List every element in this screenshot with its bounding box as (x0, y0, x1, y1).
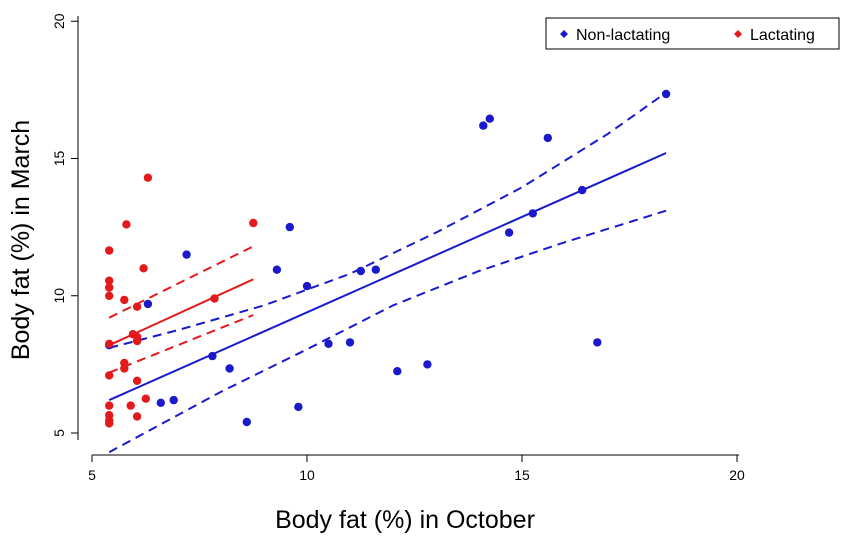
data-point-non-lactating (356, 266, 365, 276)
data-point-lactating (120, 295, 129, 305)
ci-lower-line-lactating (108, 314, 254, 374)
y-axis-title: Body fat (%) in March (7, 120, 35, 360)
legend-marker-non-lactating (560, 30, 568, 38)
ci-upper-line-lactating (108, 245, 254, 319)
data-point-lactating (143, 173, 153, 182)
legend: Non-lactating Lactating (545, 17, 840, 50)
data-point-non-lactating (302, 281, 312, 291)
data-point-lactating (126, 401, 135, 410)
data-point-lactating (105, 401, 114, 410)
data-point-non-lactating (294, 402, 303, 412)
data-point-lactating (105, 283, 114, 292)
fit-line-non-lactating (108, 152, 667, 402)
data-point-non-lactating (272, 265, 282, 274)
series-lactating (105, 173, 258, 428)
data-point-lactating (105, 419, 114, 428)
ticks: 5 10 15 20 5 10 15 20 (51, 13, 745, 483)
data-point-lactating (105, 371, 114, 380)
x-tick-label-20: 20 (729, 467, 745, 483)
legend-box (545, 17, 840, 50)
data-point-non-lactating (504, 228, 514, 237)
data-point-lactating (105, 276, 114, 285)
data-point-non-lactating (479, 121, 488, 130)
data-point-lactating (105, 246, 114, 255)
axes (77, 16, 739, 456)
y-tick-label-5: 5 (51, 429, 67, 437)
data-point-lactating (122, 220, 131, 229)
data-point-lactating (132, 302, 142, 311)
data-point-lactating (132, 336, 142, 346)
data-point-non-lactating (661, 89, 671, 99)
data-point-non-lactating (485, 114, 494, 123)
data-point-non-lactating (208, 351, 217, 361)
data-point-non-lactating (423, 360, 432, 369)
data-point-non-lactating (578, 185, 587, 195)
data-point-non-lactating (371, 265, 380, 274)
x-axis-title: Body fat (%) in October (275, 506, 535, 534)
data-point-non-lactating (242, 417, 251, 427)
x-tick-label-10: 10 (299, 467, 315, 483)
ci-lower-line-non-lactating (108, 209, 667, 454)
y-tick-label-10: 10 (51, 288, 67, 304)
data-point-non-lactating (169, 395, 178, 405)
x-tick-label-5: 5 (88, 467, 96, 483)
data-point-non-lactating (156, 398, 165, 407)
data-point-lactating (120, 364, 129, 373)
data-point-lactating (249, 218, 258, 228)
data-point-lactating (139, 264, 148, 273)
y-tick-label-20: 20 (51, 13, 67, 29)
ci-upper-line-non-lactating (108, 91, 667, 349)
data-point-non-lactating (528, 209, 537, 218)
data-point-lactating (105, 291, 114, 300)
y-tick-label-15: 15 (51, 151, 67, 167)
data-point-lactating (141, 394, 150, 403)
legend-marker-lactating (734, 30, 742, 38)
data-point-non-lactating (225, 364, 234, 373)
x-tick-label-15: 15 (514, 467, 530, 483)
data-point-non-lactating (593, 338, 602, 347)
data-point-non-lactating (143, 299, 153, 309)
data-point-non-lactating (393, 367, 402, 376)
data-point-lactating (132, 412, 142, 421)
data-point-lactating (210, 294, 219, 303)
data-point-non-lactating (324, 339, 333, 348)
plot-area (105, 89, 671, 454)
data-point-non-lactating (345, 338, 355, 347)
series-non-lactating (105, 89, 671, 454)
data-point-non-lactating (285, 222, 294, 232)
data-point-lactating (132, 376, 142, 385)
legend-label-lactating: Lactating (750, 27, 815, 44)
data-point-non-lactating (543, 133, 552, 143)
data-point-non-lactating (182, 250, 191, 259)
legend-label-non-lactating: Non-lactating (576, 27, 670, 44)
data-point-lactating (105, 339, 114, 348)
